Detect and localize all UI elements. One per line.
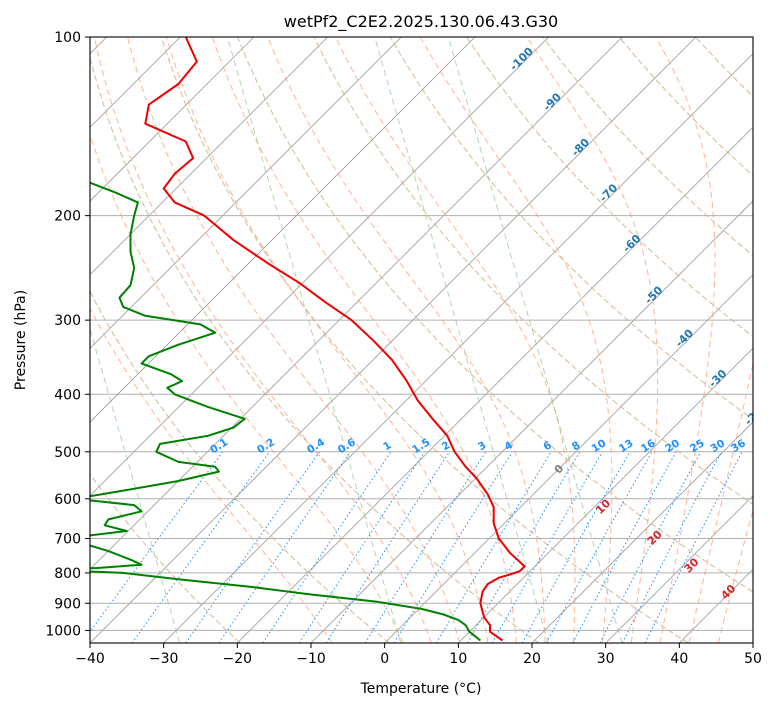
x-tick-label: −20 (223, 651, 253, 667)
y-tick-label: 700 (54, 532, 81, 548)
x-tick-label: −10 (296, 651, 326, 667)
dry-adiabat-line (237, 37, 753, 593)
mixing-ratio-line (435, 451, 552, 643)
x-tick-label: 40 (670, 651, 688, 667)
isotherm-line (90, 37, 402, 349)
moist-adiabat-line (335, 37, 576, 643)
x-tick-label: −30 (149, 651, 179, 667)
green-dashed-line (374, 37, 549, 643)
isotherm-line (531, 421, 753, 643)
isotherm-line (90, 37, 328, 276)
isotherm-line (458, 347, 753, 643)
moist-adiabat-line (267, 37, 546, 643)
moist-adiabat-line (127, 37, 461, 643)
temperature-profile-line (144, 37, 526, 642)
x-tick-label: 50 (744, 651, 762, 667)
pressure-gridlines (90, 37, 753, 631)
y-axis-label: Pressure (hPa) (13, 290, 29, 390)
y-tick-label: 600 (54, 492, 81, 508)
y-tick-label: 100 (54, 30, 81, 46)
mixing-ratio-line (599, 451, 702, 643)
isotherm-line (605, 495, 753, 643)
moist-adiabat-line (655, 37, 716, 643)
y-tick-label: 300 (54, 313, 81, 329)
sounding-profiles (90, 37, 526, 642)
mixing-ratio-line (572, 451, 677, 643)
moist-adiabat-line (688, 361, 753, 643)
x-tick-label: −40 (75, 651, 105, 667)
x-tick-label: 20 (523, 651, 541, 667)
y-axis-ticks: 100 200 300 400 500 600 700 800 900 1000 (45, 30, 90, 639)
moist-adiabat-line (526, 37, 659, 643)
moist-adiabat-line (717, 508, 753, 643)
moist-adiabat-line (93, 37, 432, 643)
isotherm-line (163, 53, 753, 643)
background-lines (90, 37, 753, 643)
mixing-ratio-line (644, 451, 743, 643)
y-tick-label: 400 (54, 387, 81, 403)
dry-adiabat-line (466, 37, 753, 338)
x-axis-ticks: −40 −30 −20 −10 0 10 20 30 40 50 (75, 643, 762, 667)
mixing-ratio-line (364, 451, 487, 643)
y-tick-label: 1000 (45, 623, 81, 639)
moist-adiabat-line (165, 37, 489, 643)
x-tick-label: 30 (597, 651, 615, 667)
x-axis-label: Temperature (°C) (360, 681, 482, 697)
y-tick-label: 800 (54, 566, 81, 582)
moist-adiabat-line (211, 37, 517, 643)
moist-adiabat-line (90, 133, 404, 643)
dry-adiabat-line (90, 290, 390, 643)
dewpoint-profile-line (90, 181, 482, 642)
dry-adiabat-line (90, 473, 241, 643)
x-tick-label: 0 (380, 651, 389, 667)
isotherm-line (90, 37, 549, 497)
mixing-ratio-line (298, 451, 426, 643)
mixing-ratio-line (185, 451, 321, 643)
moist-adiabat-line (90, 307, 333, 643)
isotherm-line (237, 126, 753, 643)
moist-adiabat-label: -20 (742, 405, 765, 428)
mixing-ratio-line (131, 451, 271, 643)
isotherm-line (90, 37, 697, 643)
isotherm-line (90, 37, 255, 202)
mixing-ratio-line (521, 451, 631, 643)
mixing-ratio-line (262, 451, 392, 643)
y-tick-label: 200 (54, 209, 81, 225)
y-tick-label: 500 (54, 445, 81, 461)
chart-title: wetPf2_C2E2.2025.130.06.43.G30 (284, 12, 558, 32)
x-tick-label: 10 (449, 651, 467, 667)
mixing-ratio-line (545, 451, 653, 643)
dry-adiabat-line (313, 37, 753, 505)
green-dashed-line (447, 37, 623, 643)
isotherm-line (90, 37, 476, 423)
dry-adiabat-line (389, 37, 753, 420)
mixing-ratio-line (218, 451, 351, 643)
plot-frame (89, 36, 754, 644)
mixing-ratio-line (325, 451, 451, 643)
isotherm-line (310, 200, 753, 643)
y-tick-label: 900 (54, 596, 81, 612)
isotherm-line (384, 274, 753, 643)
dry-adiabat-line (160, 37, 689, 643)
moist-adiabat-line (419, 37, 613, 643)
dry-adiabat-line (90, 55, 540, 643)
isotherm-line (90, 37, 623, 570)
